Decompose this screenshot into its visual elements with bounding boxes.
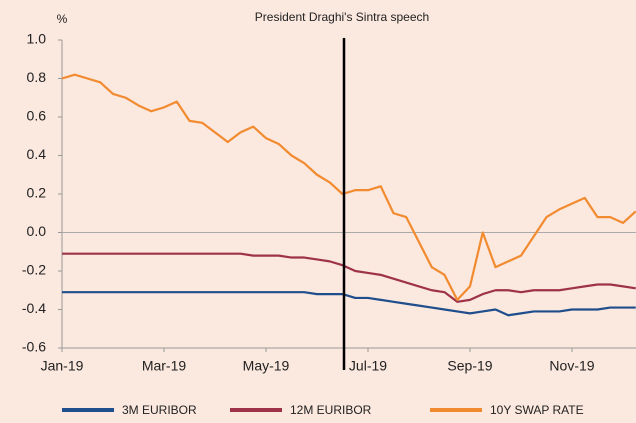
- y-axis-label: %: [57, 12, 68, 26]
- x-tick-label: Mar-19: [142, 358, 187, 374]
- legend-label: 12M EURIBOR: [290, 403, 372, 417]
- series-line: [62, 291, 636, 317]
- y-tick-label: -0.6: [22, 339, 46, 355]
- y-tick-label: -0.2: [22, 262, 46, 278]
- y-tick-label: 0.2: [27, 185, 47, 201]
- x-tick-label: Sep-19: [447, 358, 492, 374]
- y-tick-label: 1.0: [27, 31, 47, 47]
- y-tick-label: 0.6: [27, 108, 47, 124]
- x-tick-label: Jan-19: [41, 358, 84, 374]
- legend-label: 10Y SWAP RATE: [490, 403, 584, 417]
- y-tick-label: 0.4: [27, 146, 47, 162]
- annotation: President Draghi's Sintra speech: [255, 10, 429, 24]
- x-tick-label: Nov-19: [549, 358, 594, 374]
- y-tick-label: 0.0: [27, 223, 47, 239]
- series-line: [62, 252, 636, 303]
- y-tick-label: -0.4: [22, 300, 46, 316]
- legend-label: 3M EURIBOR: [122, 403, 197, 417]
- series-line: [61, 73, 636, 301]
- x-tick-label: May-19: [243, 358, 290, 374]
- y-tick-label: 0.8: [27, 69, 47, 85]
- x-tick-label: Jul-19: [349, 358, 387, 374]
